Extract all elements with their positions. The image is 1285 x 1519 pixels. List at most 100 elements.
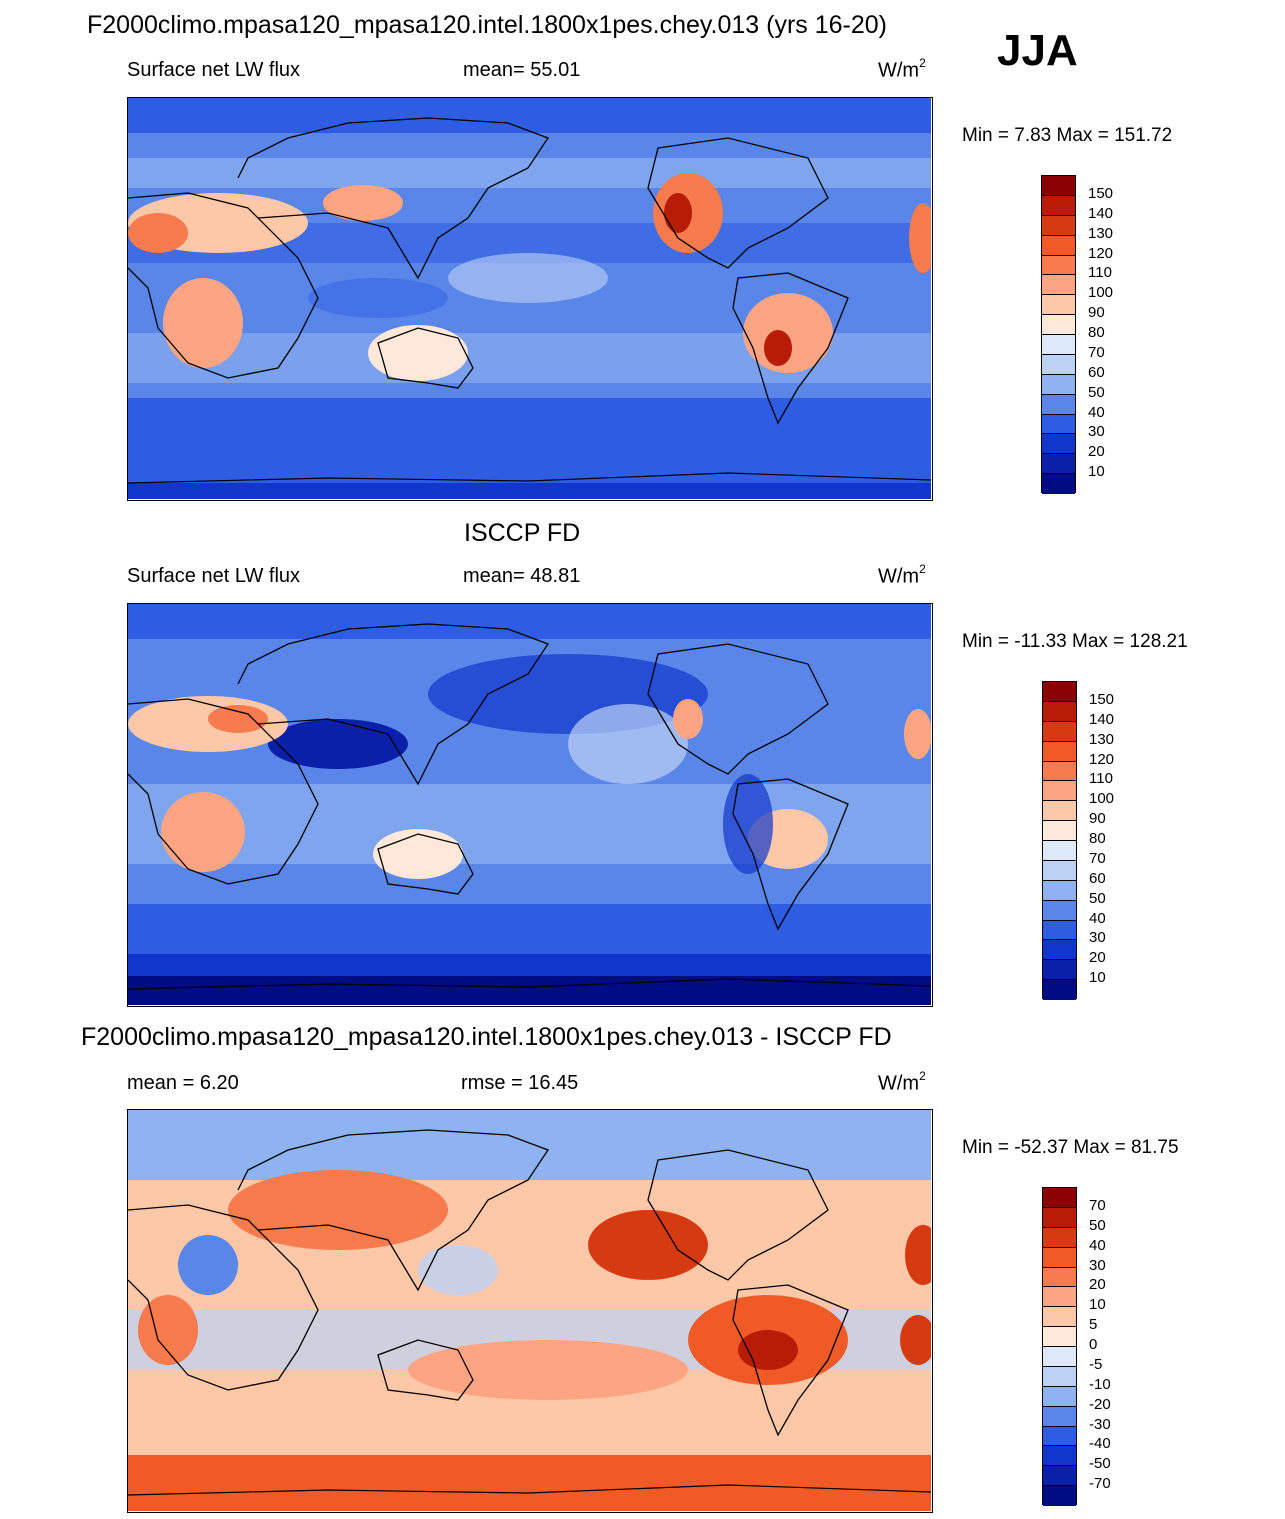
panel1-units: W/m2 bbox=[878, 56, 926, 82]
colorbar-tick-label: 100 bbox=[1089, 790, 1115, 808]
colorbar-tick-label: -70 bbox=[1089, 1475, 1111, 1493]
panel2-units: W/m2 bbox=[878, 562, 926, 588]
colorbar-swatch bbox=[1042, 176, 1075, 196]
colorbar-swatch bbox=[1043, 761, 1076, 782]
panel3-map-field bbox=[128, 1110, 931, 1511]
colorbar-tick-label: 30 bbox=[1088, 423, 1105, 441]
colorbar-swatch bbox=[1043, 1347, 1076, 1367]
colorbar-tick-label: -40 bbox=[1089, 1435, 1111, 1453]
colorbar-swatch bbox=[1042, 434, 1075, 455]
colorbar-swatch bbox=[1042, 235, 1075, 256]
colorbar-swatch bbox=[1042, 195, 1075, 216]
colorbar-tick-label: 40 bbox=[1089, 1236, 1106, 1254]
colorbar-swatch bbox=[1042, 215, 1075, 236]
colorbar-tick-label: 20 bbox=[1088, 443, 1105, 461]
season-label: JJA bbox=[997, 26, 1078, 75]
colorbar-tick-label: 0 bbox=[1089, 1336, 1098, 1353]
colorbar-tick-label: 60 bbox=[1089, 869, 1106, 887]
colorbar-swatch bbox=[1043, 1366, 1076, 1387]
panel3-colorbar bbox=[1042, 1187, 1077, 1506]
colorbar-tick-label: 140 bbox=[1089, 710, 1115, 728]
panel3-title: F2000climo.mpasa120_mpasa120.intel.1800x… bbox=[81, 1023, 892, 1051]
colorbar-swatch bbox=[1043, 1486, 1076, 1506]
colorbar-swatch bbox=[1043, 781, 1076, 802]
colorbar-swatch bbox=[1043, 1188, 1076, 1208]
colorbar-swatch bbox=[1043, 1287, 1076, 1308]
colorbar-tick-label: 30 bbox=[1089, 929, 1106, 947]
colorbar-swatch bbox=[1043, 1466, 1076, 1487]
colorbar-swatch bbox=[1042, 414, 1075, 435]
colorbar-tick-label: 30 bbox=[1089, 1256, 1106, 1274]
colorbar-swatch bbox=[1043, 1307, 1076, 1328]
colorbar-tick-label: 110 bbox=[1089, 770, 1113, 788]
colorbar-tick-label: 150 bbox=[1088, 184, 1114, 202]
colorbar-tick-label: 150 bbox=[1089, 690, 1115, 708]
panel2-map-field bbox=[128, 604, 931, 1005]
panel3-minmax: Min = -52.37 Max = 81.75 bbox=[962, 1137, 1179, 1158]
colorbar-swatch bbox=[1042, 454, 1075, 475]
colorbar-swatch bbox=[1043, 860, 1076, 881]
colorbar-tick-label: 50 bbox=[1089, 1216, 1106, 1234]
panel1-variable: Surface net LW flux bbox=[127, 59, 301, 81]
colorbar-tick-label: 70 bbox=[1088, 343, 1105, 361]
panel1-colorbar bbox=[1041, 175, 1076, 494]
colorbar-swatch bbox=[1043, 741, 1076, 762]
colorbar-tick-label: 60 bbox=[1088, 363, 1105, 381]
panel2-colorbar bbox=[1042, 681, 1077, 1000]
colorbar-swatch bbox=[1043, 721, 1076, 742]
colorbar-swatch bbox=[1042, 335, 1075, 355]
colorbar-swatch bbox=[1042, 255, 1075, 276]
colorbar-tick-label: -20 bbox=[1089, 1395, 1111, 1413]
colorbar-tick-label: -30 bbox=[1089, 1415, 1111, 1433]
panel3-rmse: rmse = 16.45 bbox=[461, 1072, 579, 1094]
panel3-map bbox=[127, 1109, 933, 1513]
colorbar-tick-label: 140 bbox=[1088, 204, 1114, 222]
panel2-map bbox=[127, 603, 933, 1007]
colorbar-tick-label: 120 bbox=[1089, 750, 1115, 768]
colorbar-tick-label: 20 bbox=[1089, 949, 1106, 967]
panel2-title: ISCCP FD bbox=[464, 519, 581, 547]
colorbar-tick-label: -5 bbox=[1089, 1355, 1103, 1373]
colorbar-tick-label: 100 bbox=[1088, 284, 1114, 302]
colorbar-swatch bbox=[1043, 1406, 1076, 1427]
colorbar-tick-label: -10 bbox=[1089, 1375, 1111, 1393]
colorbar-tick-label: 40 bbox=[1089, 909, 1106, 927]
panel2-minmax: Min = -11.33 Max = 128.21 bbox=[962, 631, 1188, 652]
colorbar-tick-label: 70 bbox=[1089, 1196, 1106, 1214]
colorbar-swatch bbox=[1043, 920, 1076, 941]
colorbar-tick-label: 50 bbox=[1088, 383, 1105, 401]
colorbar-tick-label: -50 bbox=[1089, 1455, 1111, 1473]
colorbar-swatch bbox=[1042, 394, 1075, 415]
colorbar-swatch bbox=[1043, 801, 1076, 822]
colorbar-tick-label: 10 bbox=[1089, 1296, 1106, 1314]
panel1-map bbox=[127, 97, 933, 501]
colorbar-swatch bbox=[1042, 275, 1075, 296]
colorbar-swatch bbox=[1042, 354, 1075, 375]
colorbar-tick-label: 90 bbox=[1088, 304, 1105, 322]
colorbar-swatch bbox=[1043, 960, 1076, 981]
colorbar-swatch bbox=[1043, 1207, 1076, 1228]
colorbar-tick-label: 80 bbox=[1088, 324, 1105, 341]
colorbar-swatch bbox=[1043, 841, 1076, 861]
colorbar-swatch bbox=[1042, 295, 1075, 316]
panel1-mean: mean= 55.01 bbox=[463, 59, 581, 81]
colorbar-swatch bbox=[1043, 1426, 1076, 1447]
colorbar-tick-label: 70 bbox=[1089, 849, 1106, 867]
colorbar-tick-label: 20 bbox=[1089, 1276, 1106, 1294]
panel2-variable: Surface net LW flux bbox=[127, 565, 301, 587]
colorbar-tick-label: 80 bbox=[1089, 830, 1106, 847]
colorbar-tick-label: 120 bbox=[1088, 244, 1114, 262]
colorbar-tick-label: 130 bbox=[1088, 224, 1114, 242]
colorbar-swatch bbox=[1043, 1227, 1076, 1248]
panel2-mean: mean= 48.81 bbox=[463, 565, 581, 587]
colorbar-swatch bbox=[1042, 474, 1075, 494]
colorbar-swatch bbox=[1043, 880, 1076, 901]
colorbar-swatch bbox=[1042, 374, 1075, 395]
colorbar-swatch bbox=[1043, 940, 1076, 961]
colorbar-tick-label: 110 bbox=[1088, 264, 1112, 282]
colorbar-swatch bbox=[1043, 980, 1076, 1000]
colorbar-swatch bbox=[1043, 821, 1076, 841]
colorbar-tick-label: 10 bbox=[1089, 969, 1106, 987]
colorbar-swatch bbox=[1043, 1327, 1076, 1347]
panel3-mean: mean = 6.20 bbox=[127, 1072, 239, 1094]
